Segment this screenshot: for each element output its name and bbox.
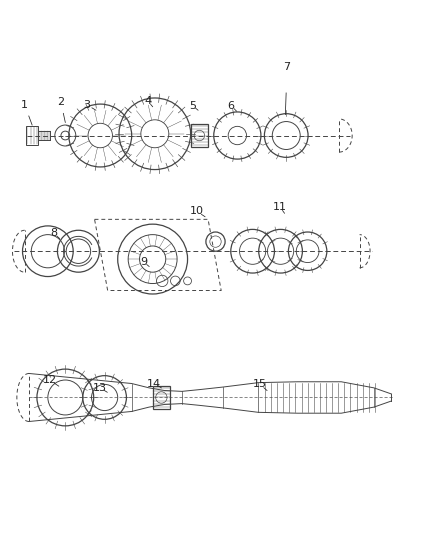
Text: 3: 3 (84, 100, 91, 110)
Text: 15: 15 (253, 379, 267, 390)
Text: 13: 13 (93, 383, 107, 393)
Bar (191, 124, 208, 147)
Text: 14: 14 (147, 378, 162, 389)
Text: 2: 2 (57, 98, 64, 107)
Bar (153, 386, 170, 409)
Text: 6: 6 (228, 101, 235, 111)
Text: 9: 9 (140, 257, 148, 267)
Bar (26, 126, 38, 145)
Text: 10: 10 (190, 206, 204, 216)
Text: 7: 7 (283, 61, 291, 71)
Text: 1: 1 (21, 100, 28, 110)
Text: 8: 8 (50, 228, 57, 238)
Text: 4: 4 (145, 96, 152, 107)
Text: 12: 12 (42, 375, 57, 385)
Text: 5: 5 (189, 101, 196, 111)
Text: 11: 11 (273, 202, 287, 212)
